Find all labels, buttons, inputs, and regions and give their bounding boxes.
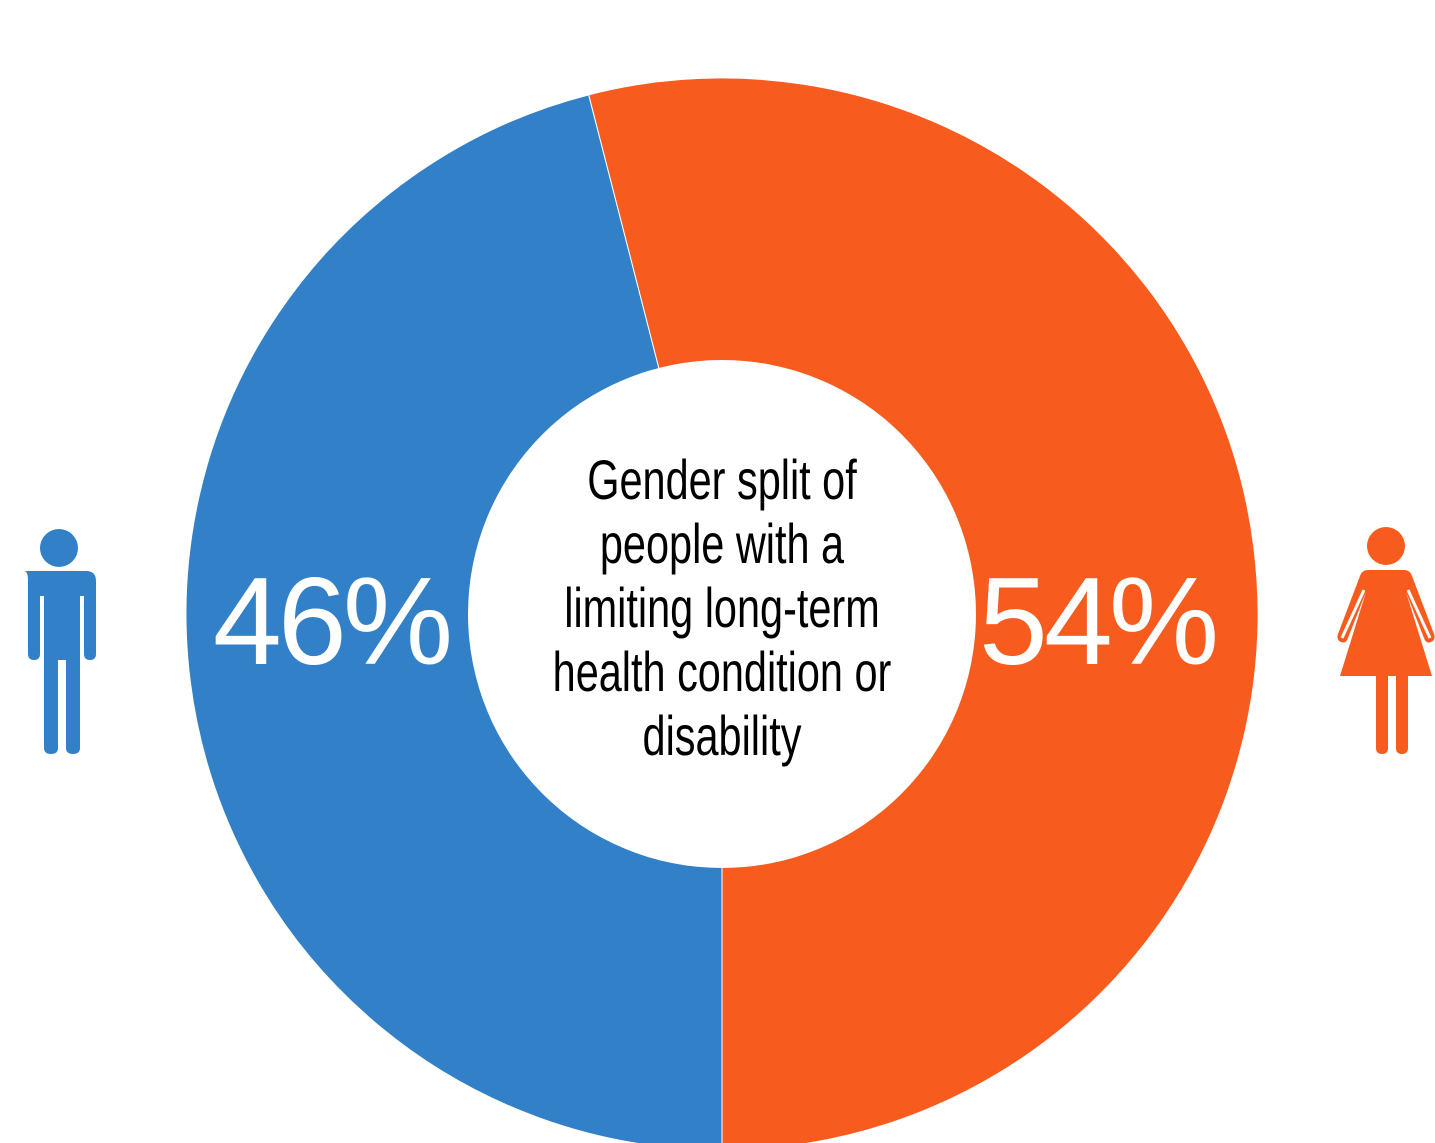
donut-hole	[468, 360, 976, 868]
chart-title: Gender split of people with a limiting l…	[552, 448, 892, 767]
slice-label-male: 46%	[213, 553, 449, 691]
female-person-icon	[1337, 527, 1435, 754]
chart-slices	[185, 77, 1259, 1143]
slice-label-female: 54%	[979, 553, 1215, 691]
male-person-icon	[24, 529, 96, 754]
slice-male	[185, 94, 723, 1143]
